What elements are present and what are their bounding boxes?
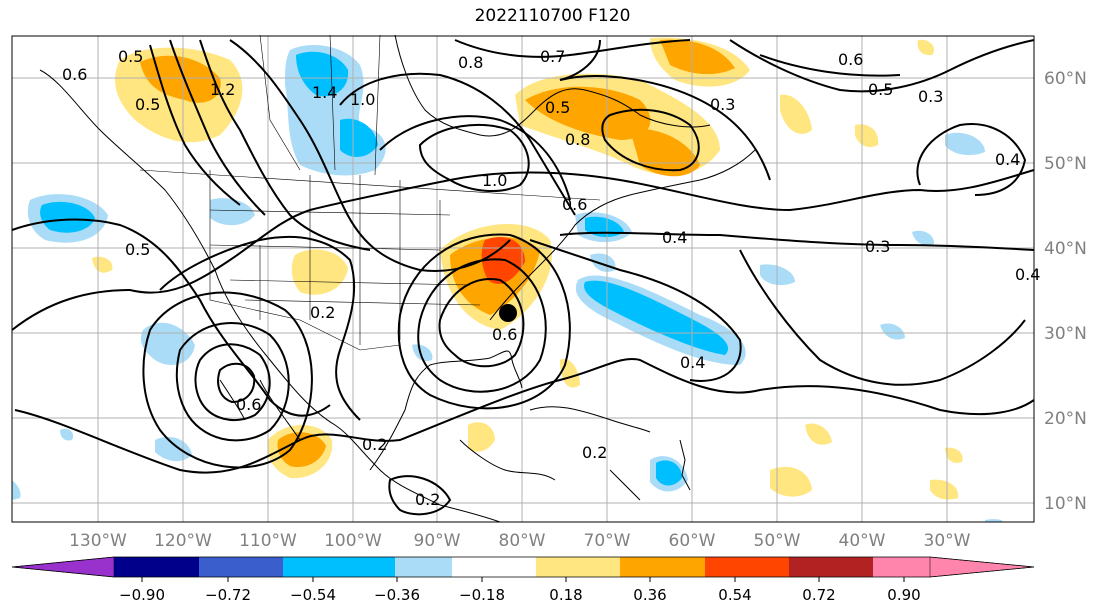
contour-label: 0.4 xyxy=(1015,265,1040,284)
longitude-label: 60°W xyxy=(669,531,716,551)
contour-label: 0.5 xyxy=(118,47,143,66)
political-borders xyxy=(139,34,601,351)
latitude-axis: 60°N 50°N 40°N 30°N 20°N 10°N xyxy=(1044,69,1087,514)
latitude-label: 40°N xyxy=(1044,239,1087,259)
contour-label: 0.6 xyxy=(492,325,517,344)
contour-label: 0.6 xyxy=(562,195,587,214)
longitude-label: 30°W xyxy=(924,531,971,551)
contour-label: 1.4 xyxy=(312,83,337,102)
colorbar-tick-label: 0.90 xyxy=(887,586,920,604)
contour-label: 0.4 xyxy=(680,353,705,372)
map-border xyxy=(11,35,1035,523)
contour-label: 1.2 xyxy=(210,80,235,99)
colorbar-tick-label: −0.72 xyxy=(205,586,251,604)
contour-label: 0.7 xyxy=(540,47,565,66)
latitude-label: 50°N xyxy=(1044,154,1087,174)
colorbar-tick-label: −0.36 xyxy=(374,586,420,604)
contour-label: 0.8 xyxy=(458,53,483,72)
contour-label: 0.5 xyxy=(135,95,160,114)
colorbar-segment xyxy=(789,557,873,577)
colorbar-tick-label: 0.36 xyxy=(633,586,666,604)
contour-label: 0.3 xyxy=(710,95,735,114)
positive-anomaly-shading xyxy=(92,37,963,500)
colorbar-segment xyxy=(873,557,930,577)
longitude-label: 130°W xyxy=(69,531,127,551)
colorbar-segment xyxy=(536,557,620,577)
contour-label: 0.8 xyxy=(565,130,590,149)
contour-label: 1.0 xyxy=(482,171,507,190)
contour-label: 0.5 xyxy=(125,240,150,259)
contour-lines xyxy=(11,39,1035,516)
colorbar-segment xyxy=(283,557,367,577)
contour-label: 0.5 xyxy=(545,98,570,117)
storm-center-marker xyxy=(499,304,517,322)
colorbar-segment xyxy=(452,557,536,577)
contour-label: 0.6 xyxy=(62,65,87,84)
contour-label: 1.0 xyxy=(350,90,375,109)
longitude-label: 70°W xyxy=(584,531,631,551)
contour-label: 0.4 xyxy=(662,228,687,247)
contour-label: 0.3 xyxy=(865,237,890,256)
colorbar-tick-label: 0.72 xyxy=(802,586,835,604)
graticule xyxy=(12,36,1034,522)
longitude-axis: 130°W 120°W 110°W 100°W 90°W 80°W 70°W 6… xyxy=(69,531,971,551)
colorbar-segment xyxy=(199,557,283,577)
longitude-label: 100°W xyxy=(324,531,382,551)
colorbar-tick-label: −0.54 xyxy=(290,586,336,604)
colorbar: −0.90 −0.72 −0.54 −0.36 −0.18 0.18 0.36 … xyxy=(11,556,1035,604)
colorbar-segment xyxy=(114,557,199,577)
colorbar-segment xyxy=(11,556,115,578)
contour-label: 0.2 xyxy=(415,490,440,509)
latitude-label: 10°N xyxy=(1044,494,1087,514)
contour-label-group: 0.5 0.6 0.5 1.2 1.4 1.0 0.8 0.7 0.6 0.5 … xyxy=(62,47,1040,509)
longitude-label: 110°W xyxy=(239,531,297,551)
colorbar-tick-label: 0.54 xyxy=(718,586,751,604)
latitude-label: 30°N xyxy=(1044,324,1087,344)
longitude-label: 50°W xyxy=(754,531,801,551)
contour-label: 0.5 xyxy=(868,80,893,99)
contour-label: 0.6 xyxy=(236,395,261,414)
contour-label: 0.2 xyxy=(582,443,607,462)
contour-label: 0.2 xyxy=(362,435,387,454)
contour-label: 0.6 xyxy=(838,50,863,69)
colorbar-segment xyxy=(929,556,1035,578)
longitude-label: 90°W xyxy=(414,531,461,551)
colorbar-tick-label: −0.90 xyxy=(119,586,165,604)
longitude-label: 40°W xyxy=(839,531,886,551)
map-title: 2022110700 F120 xyxy=(474,6,631,26)
contour-label: 0.2 xyxy=(310,303,335,322)
contour-label: 0.3 xyxy=(918,87,943,106)
longitude-label: 80°W xyxy=(499,531,546,551)
colorbar-tick-label: −0.18 xyxy=(459,586,505,604)
colorbar-segment xyxy=(395,557,452,577)
colorbar-segment xyxy=(620,557,705,577)
latitude-label: 60°N xyxy=(1044,69,1087,89)
contour-label: 0.4 xyxy=(995,150,1020,169)
longitude-label: 120°W xyxy=(154,531,212,551)
map-panel: 0.5 0.6 0.5 1.2 1.4 1.0 0.8 0.7 0.6 0.5 … xyxy=(11,34,1040,523)
colorbar-tick-label: 0.18 xyxy=(549,586,582,604)
colorbar-segment xyxy=(705,557,789,577)
latitude-label: 20°N xyxy=(1044,409,1087,429)
